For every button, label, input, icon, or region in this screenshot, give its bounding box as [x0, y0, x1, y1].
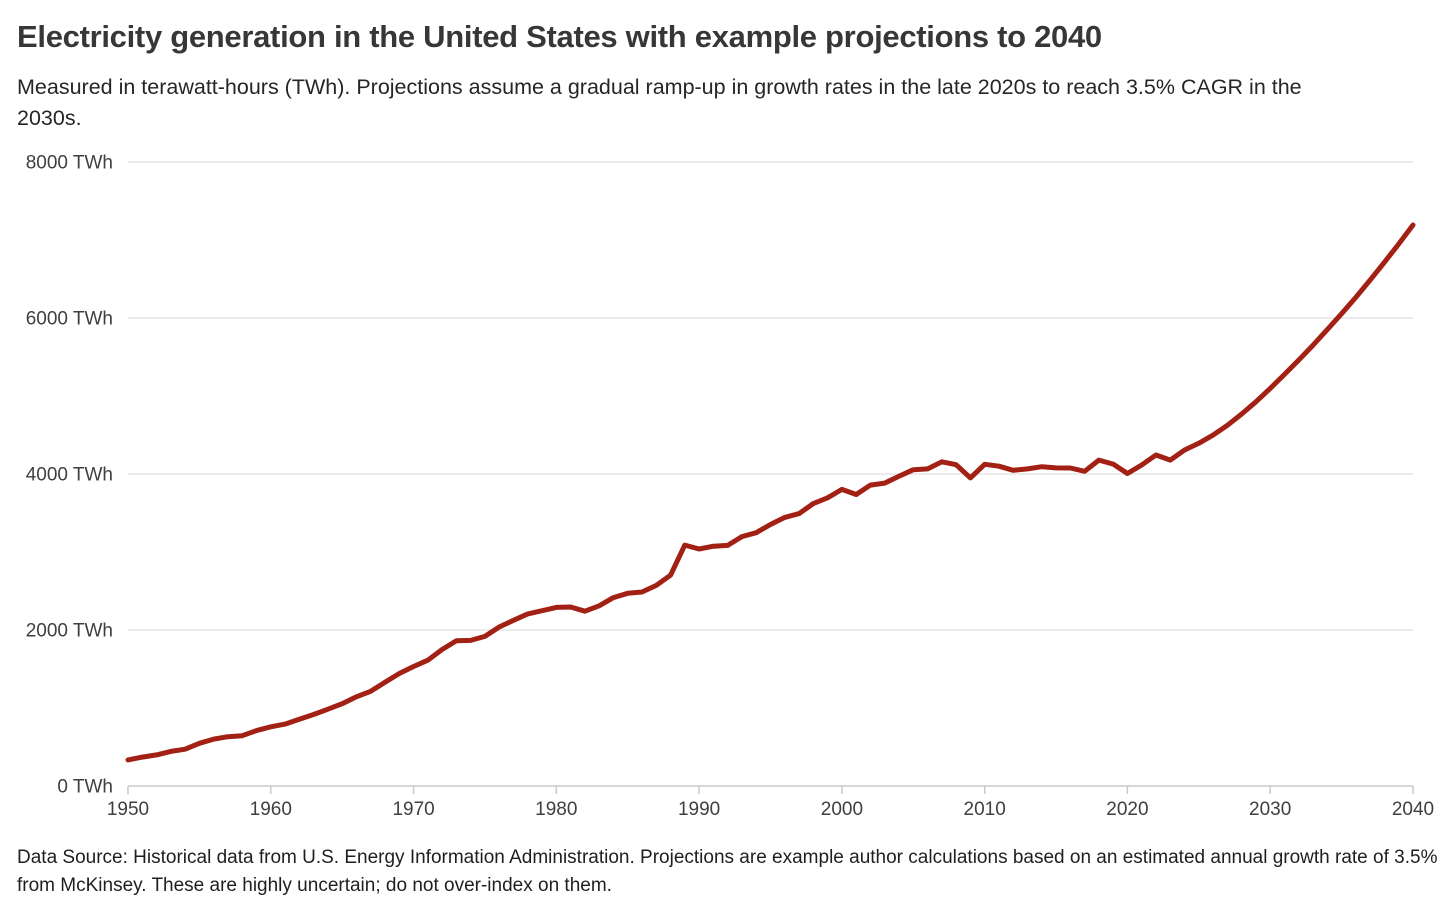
source-note: Data Source: Historical data from U.S. E… [17, 847, 1438, 896]
x-tick-label: 1950 [107, 799, 149, 820]
x-tick-label: 1960 [250, 799, 292, 820]
x-tick-label: 2040 [1392, 799, 1434, 820]
chart-subtitle: Measured in terawatt-hours (TWh). Projec… [17, 75, 1302, 130]
y-tick-label: 0 TWh [57, 777, 113, 798]
data-line [125, 222, 1416, 763]
x-tick-label: 1970 [392, 799, 434, 820]
x-tick-label: 1990 [678, 799, 720, 820]
x-tick-label: 2000 [821, 799, 863, 820]
x-tick-label: 2010 [964, 799, 1006, 820]
y-tick-label: 4000 TWh [26, 465, 113, 486]
y-tick-label: 6000 TWh [26, 309, 113, 330]
chart-title: Electricity generation in the United Sta… [17, 19, 1102, 54]
y-tick-label: 8000 TWh [26, 153, 113, 174]
x-tick-label: 1980 [535, 799, 577, 820]
x-tick-label: 2030 [1249, 799, 1291, 820]
y-tick-label: 2000 TWh [26, 621, 113, 642]
x-tick-label: 2020 [1106, 799, 1148, 820]
